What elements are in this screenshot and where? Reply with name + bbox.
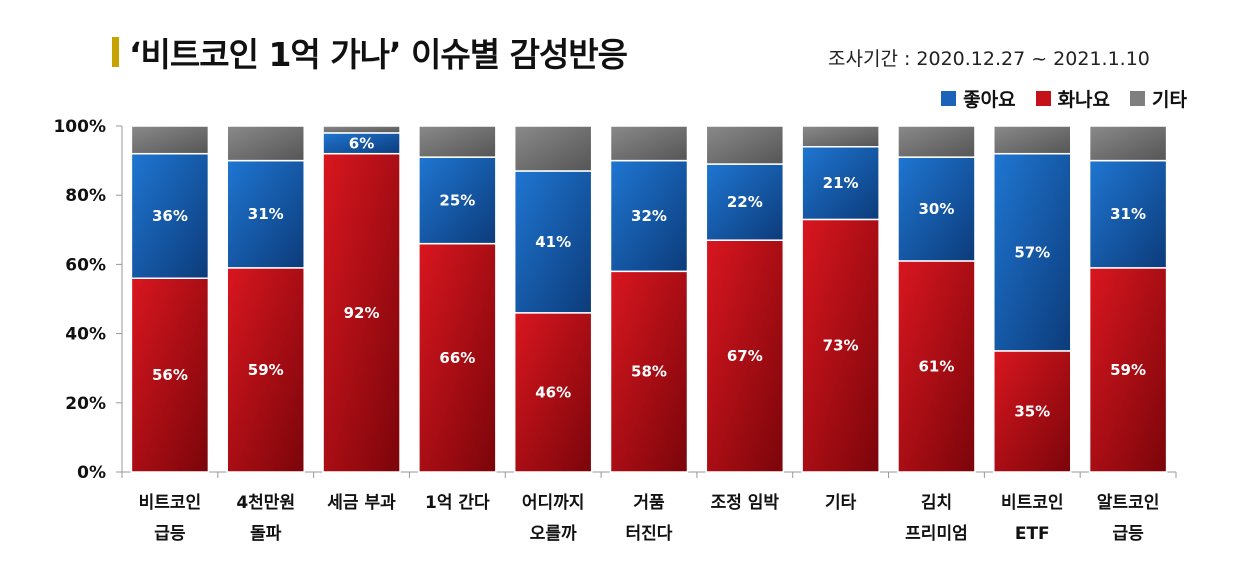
legend-label-bad: 화나요 bbox=[1057, 89, 1111, 111]
data-label-good: 30% bbox=[919, 200, 955, 218]
legend-item-other: 기타 bbox=[1130, 85, 1187, 112]
bar-segment-bad bbox=[993, 350, 1072, 473]
data-label-good: 31% bbox=[1110, 205, 1146, 223]
data-label-bad: 35% bbox=[1014, 402, 1050, 420]
y-tick-label: 100% bbox=[53, 117, 106, 137]
data-label-good: 22% bbox=[727, 193, 763, 211]
bar-segment-bad bbox=[1088, 267, 1168, 473]
legend-item-good: 좋아요 bbox=[941, 85, 1016, 112]
y-tick-label: 40% bbox=[65, 325, 106, 345]
bar-segment-good bbox=[897, 156, 976, 262]
data-label-good: 6% bbox=[349, 134, 374, 152]
x-category-label: 기타 bbox=[825, 493, 857, 513]
bar-segment-bad bbox=[226, 267, 305, 473]
x-category-label: 세금 부과 bbox=[327, 493, 396, 513]
bar-segment-good bbox=[130, 152, 210, 279]
legend-swatch-good bbox=[941, 91, 957, 106]
data-label-good: 32% bbox=[631, 207, 667, 225]
bar-segment-other bbox=[705, 125, 785, 165]
x-category-label: 김치 bbox=[921, 493, 952, 513]
bar-segment-other bbox=[1088, 125, 1168, 162]
x-category-label: 거품 bbox=[633, 493, 665, 513]
x-category-label: 비트코인 bbox=[139, 493, 202, 513]
data-label-bad: 61% bbox=[919, 357, 955, 375]
survey-period: 조사기간 : 2020.12.27 ~ 2021.1.10 bbox=[828, 48, 1150, 70]
y-tick-label: 60% bbox=[65, 255, 106, 275]
bar-segment-other bbox=[993, 125, 1072, 155]
data-label-bad: 59% bbox=[248, 361, 284, 379]
data-label-bad: 67% bbox=[727, 347, 763, 365]
bar-segment-good bbox=[609, 159, 689, 273]
bar-segment-other bbox=[322, 125, 401, 134]
bar-segment-good bbox=[705, 163, 785, 241]
x-category-label: 비트코인 bbox=[1001, 493, 1064, 513]
chart-title: ‘비트코인 1억 가나’ 이슈별 감성반응 bbox=[129, 35, 628, 74]
legend-label-other: 기타 bbox=[1152, 89, 1187, 111]
legend-swatch-other bbox=[1130, 91, 1146, 106]
x-category-label: 프리미엄 bbox=[905, 524, 968, 544]
bar-segment-bad bbox=[418, 242, 497, 473]
data-label-good: 36% bbox=[152, 207, 188, 225]
data-label-bad: 58% bbox=[631, 363, 667, 381]
bar-segment-other bbox=[897, 125, 976, 158]
data-label-bad: 46% bbox=[535, 383, 571, 401]
x-category-label: 조정 임박 bbox=[711, 492, 780, 513]
bar-segment-other bbox=[418, 125, 497, 158]
data-label-good: 31% bbox=[248, 205, 284, 223]
bar-segment-other bbox=[513, 125, 593, 172]
bar-segment-good bbox=[1088, 159, 1168, 269]
bar-segment-bad bbox=[801, 218, 880, 473]
legend-label-good: 좋아요 bbox=[963, 89, 1016, 111]
data-label-bad: 66% bbox=[439, 349, 475, 367]
legend-swatch-bad bbox=[1035, 91, 1051, 106]
bar-segment-bad bbox=[705, 239, 785, 473]
bar-segment-other bbox=[609, 125, 689, 162]
bar-segment-good bbox=[993, 152, 1072, 352]
y-tick-label: 20% bbox=[65, 394, 106, 414]
bar-segment-other bbox=[130, 125, 210, 155]
x-category-label: 알트코인 bbox=[1097, 493, 1160, 513]
x-category-label: 4천만원 bbox=[236, 493, 295, 513]
title-accent-bar bbox=[112, 37, 119, 67]
y-tick-label: 80% bbox=[65, 186, 106, 206]
bar-segment-bad bbox=[513, 312, 593, 473]
data-label-good: 41% bbox=[535, 233, 571, 251]
bar-segment-bad bbox=[897, 260, 976, 473]
x-category-label: 어디까지 bbox=[522, 493, 585, 513]
data-label-bad: 73% bbox=[823, 337, 859, 355]
data-label-good: 25% bbox=[439, 191, 475, 209]
bar-segment-good bbox=[418, 156, 497, 245]
x-category-label: ETF bbox=[1015, 524, 1050, 544]
bar-segment-other bbox=[801, 125, 880, 148]
data-label-bad: 59% bbox=[1110, 361, 1146, 379]
chart-legend: 좋아요 화나요 기타 bbox=[927, 85, 1187, 112]
x-category-label: 1억 간다 bbox=[425, 493, 490, 513]
data-label-bad: 92% bbox=[344, 304, 380, 322]
data-label-good: 21% bbox=[823, 174, 859, 192]
x-category-label: 터진다 bbox=[626, 524, 673, 544]
data-label-bad: 56% bbox=[152, 366, 188, 384]
bar-segment-bad bbox=[609, 270, 689, 473]
bar-segment-good bbox=[513, 170, 593, 314]
y-tick-label: 0% bbox=[77, 463, 106, 483]
x-category-label: 오를까 bbox=[530, 524, 577, 544]
x-category-label: 급등 bbox=[1112, 524, 1144, 544]
chart-title-block: ‘비트코인 1억 가나’ 이슈별 감성반응 bbox=[112, 28, 628, 76]
bar-segment-good bbox=[226, 159, 305, 269]
x-category-label: 돌파 bbox=[250, 524, 282, 544]
data-label-good: 57% bbox=[1014, 243, 1050, 261]
legend-item-bad: 화나요 bbox=[1035, 85, 1111, 112]
bar-segment-good bbox=[801, 146, 880, 221]
bar-segment-other bbox=[226, 125, 305, 162]
x-category-label: 급등 bbox=[154, 524, 186, 544]
